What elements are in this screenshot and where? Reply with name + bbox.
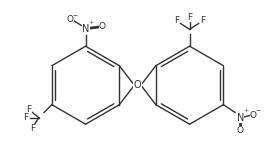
Text: F: F [200, 16, 205, 25]
Text: +: + [244, 108, 249, 113]
Text: F: F [187, 13, 192, 22]
Text: F: F [23, 113, 28, 122]
Text: O: O [237, 126, 244, 135]
Text: F: F [26, 105, 32, 114]
Text: O: O [134, 80, 141, 90]
Text: N: N [82, 24, 89, 34]
Text: O: O [250, 111, 257, 120]
Text: O: O [66, 15, 73, 24]
Text: −: − [73, 12, 78, 17]
Text: F: F [31, 124, 36, 133]
Text: F: F [174, 16, 179, 25]
Text: −: − [256, 107, 261, 112]
Text: +: + [89, 20, 94, 25]
Text: O: O [99, 22, 106, 31]
Text: N: N [237, 113, 244, 123]
